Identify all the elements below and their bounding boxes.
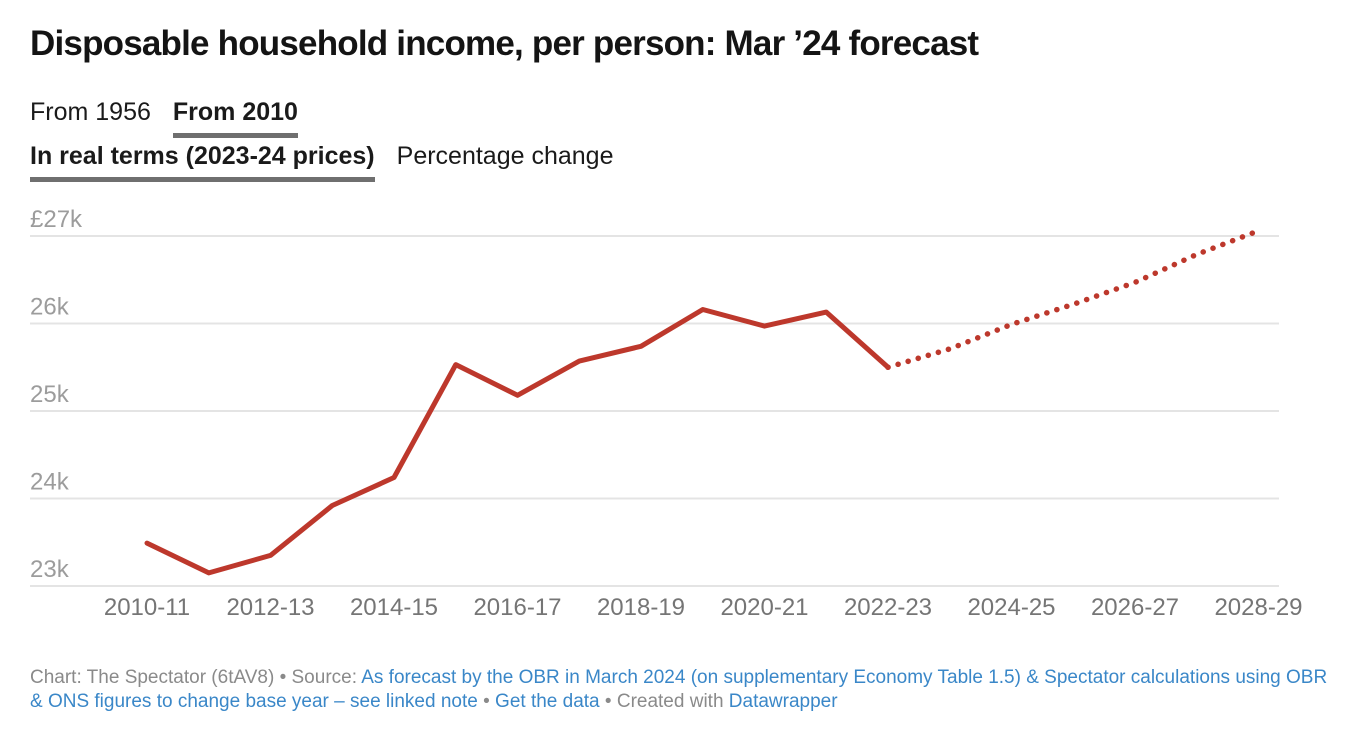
chart-footer: Chart: The Spectator (6tAV8) • Source: A… (30, 666, 1330, 714)
chart-title: Disposable household income, per person:… (30, 24, 979, 63)
footer-credit: Chart: The Spectator (6tAV8) • Source: (30, 667, 362, 688)
y-axis-label: 25k (30, 381, 70, 408)
tab-real-terms[interactable]: In real terms (2023-24 prices) (30, 142, 375, 182)
tab-percentage-change[interactable]: Percentage change (396, 142, 614, 170)
x-axis-label: 2026-27 (1091, 594, 1179, 621)
range-tab-bar: From 1956 From 2010 (30, 98, 298, 138)
footer-datawrapper-link[interactable]: Datawrapper (728, 691, 838, 712)
unit-tab-bar: In real terms (2023-24 prices) Percentag… (30, 142, 613, 182)
x-axis-label: 2012-13 (226, 594, 314, 621)
tab-from-2010[interactable]: From 2010 (172, 98, 298, 138)
y-axis-label: 23k (30, 556, 70, 583)
x-axis-label: 2016-17 (473, 594, 561, 621)
income-line-actual (144, 307, 891, 576)
y-axis-label: 26k (30, 294, 70, 321)
x-axis-label: 2018-19 (597, 594, 685, 621)
x-axis-label: 2014-15 (350, 594, 438, 621)
x-axis-label: 2010-11 (104, 594, 190, 621)
x-axis-label: 2024-25 (967, 594, 1055, 621)
y-axis-label: £27k (30, 206, 83, 233)
tab-from-1956[interactable]: From 1956 (30, 98, 151, 126)
x-axis-label: 2022-23 (844, 594, 932, 621)
footer-created-with: Created with (616, 691, 729, 712)
x-axis-label: 2028-29 (1214, 594, 1302, 621)
footer-separator: • (599, 691, 617, 712)
x-axis-label: 2020-21 (720, 594, 808, 621)
income-line-forecast (885, 228, 1262, 371)
y-axis-label: 24k (30, 469, 70, 496)
footer-separator: • (477, 691, 496, 712)
line-chart: £27k 26k 25k 24k 23k 2010-11 2012-13 2014-15 201… (30, 206, 1303, 621)
footer-source-link[interactable]: As forecast by the OBR in March 2024 (on… (30, 667, 1328, 712)
footer-get-data-link[interactable]: Get the data (495, 691, 600, 712)
